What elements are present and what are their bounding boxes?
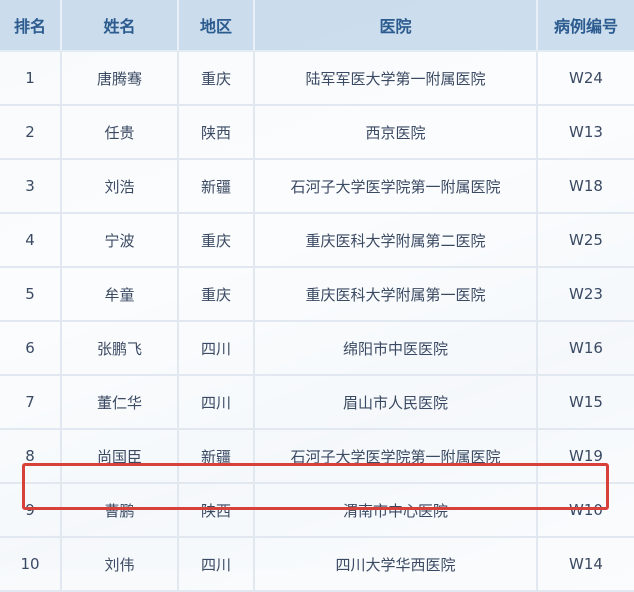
- case-id-cell: W19: [537, 429, 634, 484]
- header-name: 姓名: [61, 0, 179, 52]
- table-row: 9 曹鹏 陕西 渭南市中心医院 W10: [0, 483, 634, 538]
- region-cell: 重庆: [178, 51, 255, 106]
- name-cell: 张鹏飞: [61, 321, 179, 376]
- case-id-cell: W13: [537, 105, 634, 160]
- name-cell: 牟童: [61, 267, 179, 322]
- table-row: 5 牟童 重庆 重庆医科大学附属第一医院 W23: [0, 267, 634, 322]
- name-cell: 曹鹏: [61, 483, 179, 538]
- table-row: 2 任贵 陕西 西京医院 W13: [0, 105, 634, 160]
- rank-cell: 1: [0, 51, 62, 106]
- rank-cell: 9: [0, 483, 62, 538]
- case-id-cell: W18: [537, 159, 634, 214]
- region-cell: 新疆: [178, 159, 255, 214]
- hospital-cell: 重庆医科大学附属第二医院: [254, 213, 538, 268]
- rank-cell: 10: [0, 537, 62, 592]
- region-cell: 陕西: [178, 483, 255, 538]
- header-row: 排名 姓名 地区 医院 病例编号: [0, 0, 634, 52]
- name-cell: 任贵: [61, 105, 179, 160]
- region-cell: 四川: [178, 375, 255, 430]
- name-cell: 刘伟: [61, 537, 179, 592]
- hospital-cell: 绵阳市中医医院: [254, 321, 538, 376]
- region-cell: 新疆: [178, 429, 255, 484]
- hospital-cell: 石河子大学医学院第一附属医院: [254, 159, 538, 214]
- case-id-cell: W15: [537, 375, 634, 430]
- header-region: 地区: [178, 0, 255, 52]
- region-cell: 四川: [178, 321, 255, 376]
- table-row: 6 张鹏飞 四川 绵阳市中医医院 W16: [0, 321, 634, 376]
- name-cell: 董仁华: [61, 375, 179, 430]
- name-cell: 尚国臣: [61, 429, 179, 484]
- hospital-cell: 陆军军医大学第一附属医院: [254, 51, 538, 106]
- rank-cell: 4: [0, 213, 62, 268]
- table-row: 3 刘浩 新疆 石河子大学医学院第一附属医院 W18: [0, 159, 634, 214]
- hospital-cell: 西京医院: [254, 105, 538, 160]
- hospital-cell: 眉山市人民医院: [254, 375, 538, 430]
- table-row: 10 刘伟 四川 四川大学华西医院 W14: [0, 537, 634, 592]
- rank-cell: 2: [0, 105, 62, 160]
- table-row: 8 尚国臣 新疆 石河子大学医学院第一附属医院 W19: [0, 429, 634, 484]
- table-row: 4 宁波 重庆 重庆医科大学附属第二医院 W25: [0, 213, 634, 268]
- hospital-cell: 重庆医科大学附属第一医院: [254, 267, 538, 322]
- header-rank: 排名: [0, 0, 62, 52]
- name-cell: 刘浩: [61, 159, 179, 214]
- header-hospital: 医院: [254, 0, 538, 52]
- region-cell: 四川: [178, 537, 255, 592]
- rank-cell: 3: [0, 159, 62, 214]
- case-id-cell: W24: [537, 51, 634, 106]
- region-cell: 陕西: [178, 105, 255, 160]
- hospital-cell: 石河子大学医学院第一附属医院: [254, 429, 538, 484]
- region-cell: 重庆: [178, 267, 255, 322]
- name-cell: 唐腾骞: [61, 51, 179, 106]
- rank-cell: 5: [0, 267, 62, 322]
- header-case-id: 病例编号: [537, 0, 634, 52]
- case-id-cell: W23: [537, 267, 634, 322]
- rank-cell: 8: [0, 429, 62, 484]
- case-id-cell: W14: [537, 537, 634, 592]
- case-id-cell: W25: [537, 213, 634, 268]
- region-cell: 重庆: [178, 213, 255, 268]
- name-cell: 宁波: [61, 213, 179, 268]
- hospital-cell: 四川大学华西医院: [254, 537, 538, 592]
- case-id-cell: W10: [537, 483, 634, 538]
- rank-cell: 6: [0, 321, 62, 376]
- table-row: 7 董仁华 四川 眉山市人民医院 W15: [0, 375, 634, 430]
- table-row: 1 唐腾骞 重庆 陆军军医大学第一附属医院 W24: [0, 51, 634, 106]
- rank-cell: 7: [0, 375, 62, 430]
- case-id-cell: W16: [537, 321, 634, 376]
- hospital-cell: 渭南市中心医院: [254, 483, 538, 538]
